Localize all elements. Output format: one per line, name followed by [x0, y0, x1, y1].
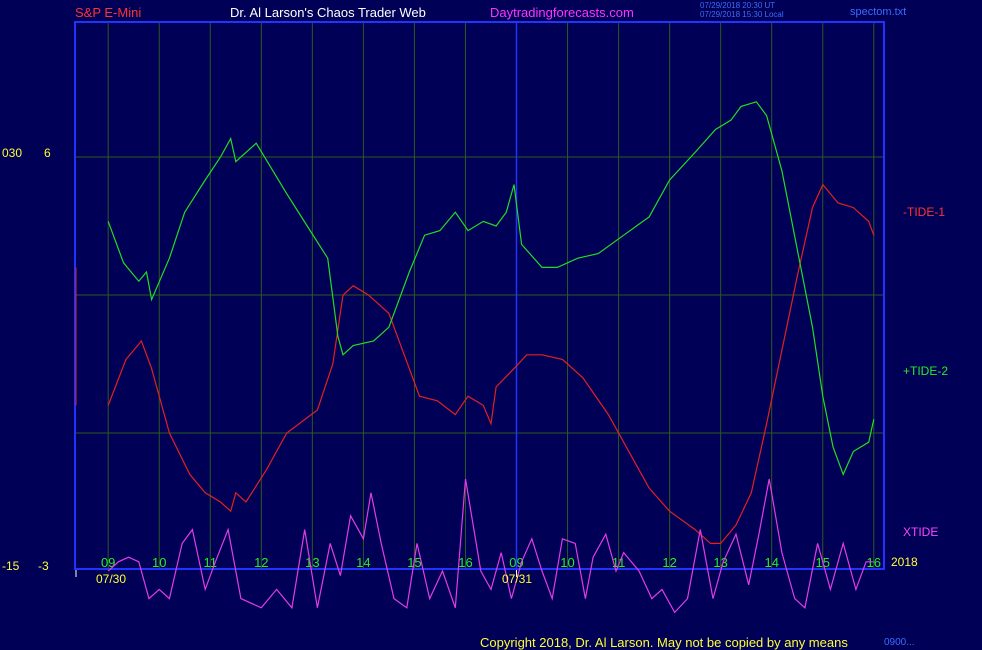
hour-tick-label: 10 — [560, 555, 574, 570]
tide1-label: -TIDE-1 — [903, 205, 945, 219]
copyright-text: Copyright 2018, Dr. Al Larson. May not b… — [480, 635, 848, 650]
instrument-title: S&P E-Mini — [75, 5, 142, 20]
hour-tick-label: 13 — [305, 555, 319, 570]
date-label-1: 07/30 — [96, 572, 127, 586]
timestamp-ut: 07/29/2018 20:30 UT — [700, 1, 776, 10]
scale-bottom-label: -15 — [2, 559, 20, 573]
xtide-label: XTIDE — [903, 525, 939, 539]
series-line-1 — [107, 183, 875, 544]
hour-tick-label: 10 — [152, 555, 166, 570]
hour-tick-label: 14 — [764, 555, 778, 570]
tide2-label: +TIDE-2 — [903, 364, 949, 378]
hour-tick-label: 12 — [662, 555, 676, 570]
timestamp-local: 07/29/2018 15:30 Local — [700, 10, 784, 19]
site-url[interactable]: Daytradingforecasts.com — [490, 5, 634, 20]
year-label: 2018 — [891, 555, 918, 569]
scale-bottom-value: -3 — [38, 559, 49, 573]
scale-top-value: 6 — [44, 146, 51, 160]
file-name: spectom.txt — [850, 6, 907, 18]
series-line-3 — [107, 478, 874, 614]
series-line-2 — [107, 101, 875, 476]
date-label-2: 07/31 — [502, 572, 533, 586]
hour-tick-label: 14 — [356, 555, 370, 570]
scale-top-label: 030 — [2, 146, 23, 160]
plot-frame — [74, 21, 885, 570]
footer-mark: 0900... — [884, 637, 915, 648]
site-title: Dr. Al Larson's Chaos Trader Web — [230, 5, 426, 20]
hour-tick-label: 12 — [254, 555, 268, 570]
hour-tick-label: 16 — [867, 555, 881, 570]
hour-tick-label: 09 — [101, 555, 115, 570]
hour-tick-label: 16 — [458, 555, 472, 570]
